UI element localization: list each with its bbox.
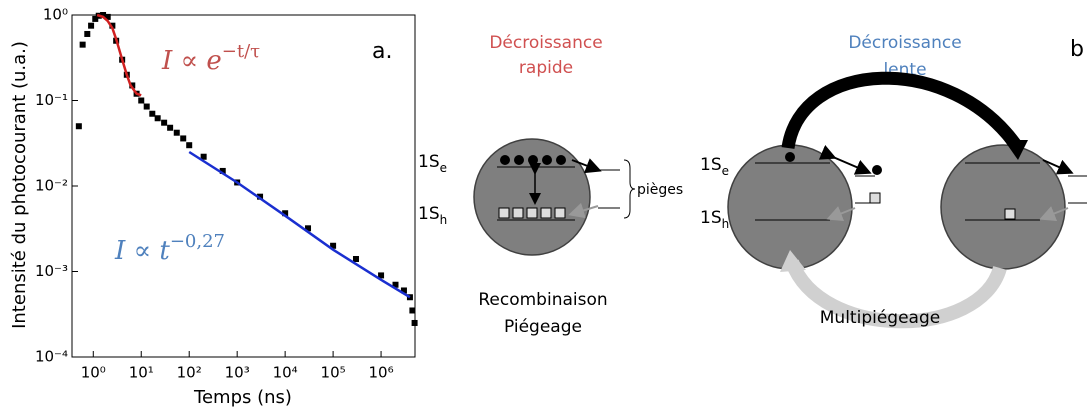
arrow: [568, 202, 599, 219]
point: [305, 225, 312, 232]
holes: [498, 207, 566, 219]
arrow: [1039, 206, 1069, 221]
y-tick-label: 10⁰: [43, 6, 68, 24]
level-label: 1Se: [418, 152, 447, 175]
point: [257, 193, 264, 200]
level-sub: h: [440, 213, 448, 227]
point: [330, 242, 337, 249]
point: [186, 142, 193, 149]
point: [161, 119, 168, 126]
y-tick-label: 10⁻³: [35, 262, 68, 280]
point: [406, 294, 413, 301]
point: [79, 41, 86, 48]
brace: [623, 159, 636, 219]
chart: Temps (ns) Intensité du photocourant (u.…: [9, 6, 418, 408]
annotation-sup: −t/τ: [222, 41, 260, 62]
title: Décroissance: [489, 33, 602, 53]
point: [149, 110, 156, 117]
traps-label: pièges: [637, 182, 683, 198]
point: [173, 129, 180, 136]
level-text: 1S: [418, 204, 440, 224]
caption: Multipiégeage: [820, 308, 940, 328]
point: [109, 22, 116, 29]
hop-arrow: [781, 71, 1024, 152]
point: [400, 287, 407, 294]
fit-line: [188, 150, 411, 299]
point: [392, 281, 399, 288]
return-arrowhead: [780, 250, 806, 272]
point: [282, 210, 289, 217]
annotation-base: I ∝ t: [114, 236, 170, 266]
hole: [1004, 208, 1016, 220]
fit-line: [96, 13, 142, 97]
x-tick-label: 10¹: [129, 364, 154, 382]
y-tick-label: 10⁻¹: [35, 91, 68, 109]
arrow: [1042, 159, 1074, 175]
y-tick-label: 10⁻⁴: [35, 348, 68, 366]
dot-circle: [940, 144, 1066, 270]
caption: Piégeage: [504, 317, 582, 337]
electron: [785, 152, 795, 162]
caption: Recombinaison: [478, 290, 607, 310]
level-sub: h: [722, 217, 730, 231]
point: [154, 115, 161, 122]
panel-label: b: [1070, 37, 1084, 62]
point: [378, 272, 385, 279]
arrow: [826, 206, 856, 221]
x-tick-label: 10²: [177, 364, 202, 382]
point: [352, 256, 359, 263]
point: [409, 307, 416, 314]
diagram: Décroissance rapide pièges 1Se 1Sh Recom…: [418, 33, 1087, 337]
point: [167, 124, 174, 131]
x-tick-label: 10⁴: [273, 364, 298, 382]
level-sub: e: [722, 164, 729, 178]
level-text: 1S: [700, 155, 722, 175]
hole: [869, 192, 881, 204]
point: [100, 12, 107, 18]
point: [75, 123, 82, 130]
point: [411, 319, 418, 326]
return-arrow: [785, 259, 1007, 329]
level-sub: e: [440, 161, 447, 175]
title: Décroissance: [848, 33, 961, 53]
y-tick-label: 10⁻²: [35, 177, 68, 195]
arrow: [571, 158, 602, 174]
electron: [872, 165, 882, 175]
annotation: I ∝ t−0,27: [114, 231, 225, 266]
point: [104, 13, 111, 20]
level-text: 1S: [700, 208, 722, 228]
x-tick-label: 10⁵: [321, 364, 346, 382]
point: [200, 153, 207, 160]
point: [219, 167, 226, 174]
level-label: 1Sh: [700, 208, 729, 231]
electrons: [500, 155, 566, 165]
point: [138, 97, 145, 104]
title: rapide: [519, 58, 573, 78]
annotation-sup: −0,27: [170, 231, 225, 252]
arrow: [818, 144, 872, 175]
y-axis-label: Intensité du photocourant (u.a.): [9, 41, 30, 329]
level-text: 1S: [418, 152, 440, 172]
x-tick-label: 10⁰: [81, 364, 106, 382]
x-axis-label: Temps (ns): [193, 387, 292, 408]
level-label: 1Se: [700, 155, 729, 178]
point: [129, 82, 136, 89]
x-tick-label: 10³: [225, 364, 250, 382]
point: [84, 30, 91, 37]
point: [88, 22, 95, 29]
annotation: I ∝ e−t/τ: [161, 41, 260, 76]
x-tick-label: 10⁶: [369, 364, 394, 382]
point: [92, 15, 99, 22]
level-label: 1Sh: [418, 204, 447, 227]
hop-arrowhead: [1004, 140, 1028, 160]
point: [180, 135, 187, 142]
point: [143, 103, 150, 110]
annotation-base: I ∝ e: [161, 46, 222, 76]
panel-label: a.: [372, 39, 392, 64]
